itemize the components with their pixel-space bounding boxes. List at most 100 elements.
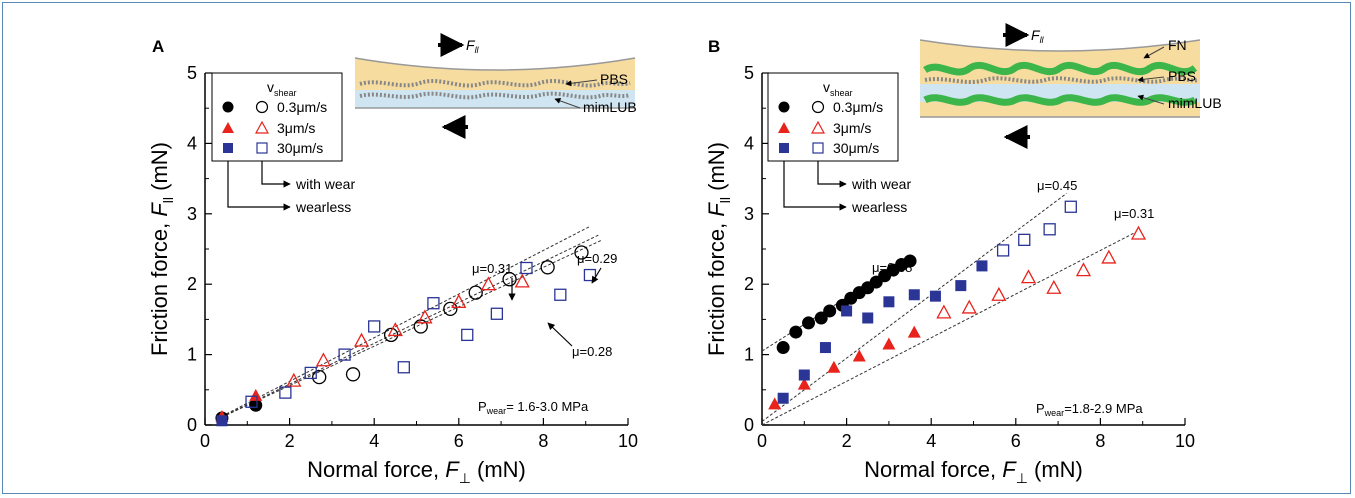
y-tick-label: 0 [744, 415, 754, 435]
data-point [216, 415, 228, 427]
data-point [798, 369, 810, 381]
legend: vshear 0.3μm/s 3μm/s 30μm/s with wear we… [767, 72, 911, 215]
data-point [1101, 249, 1117, 264]
legend-marker-triangle-filled [222, 122, 234, 133]
legend-entry: 30μm/s [833, 140, 879, 156]
wearless-arrow [227, 161, 291, 211]
data-point [907, 325, 921, 338]
data-point [802, 316, 816, 330]
pointer-mimlub [1137, 94, 1165, 105]
y-axis-label: Friction force, Fll (mN) [704, 142, 733, 356]
data-point [312, 369, 327, 385]
data-point [929, 290, 941, 302]
lubricant-molecules-top [359, 78, 631, 88]
data-point [353, 332, 370, 347]
x-tick-label: 8 [538, 431, 548, 451]
x-tick-label: 2 [842, 431, 852, 451]
data-point [304, 366, 317, 380]
data-point [908, 289, 920, 301]
data-point [427, 297, 440, 310]
data-point [936, 304, 952, 319]
legend-marker-circle-filled [778, 101, 790, 113]
x-tick-label: 6 [454, 431, 464, 451]
data-point [841, 305, 853, 317]
panel-b: B Fll FN PBS mimLUB 0 2 4 6 8 10 0 1 2 3 4 5 Normal … [704, 23, 1222, 486]
data-point [1020, 269, 1037, 284]
data-point [315, 352, 332, 367]
data-point [797, 377, 811, 390]
legend-marker-circle-filled [222, 101, 234, 113]
data-point [514, 273, 530, 288]
mu-arrow-028 [547, 322, 573, 347]
data-point [286, 372, 302, 387]
y-tick-label: 4 [187, 133, 197, 153]
fit-line [761, 192, 1067, 422]
data-point [1043, 223, 1056, 236]
data-point [1018, 233, 1031, 246]
data-point [490, 307, 504, 320]
data-point [338, 348, 351, 361]
pointer-pbs [1137, 76, 1165, 83]
data-point [249, 398, 263, 412]
data-point [417, 309, 433, 324]
y-tick-label: 3 [744, 204, 754, 224]
legend: vshear 0.3μm/s 3μm/s 30μm/s with wear we… [211, 72, 355, 215]
data-point [991, 286, 1007, 301]
data-point [574, 245, 589, 260]
panel-a: A Fll PBS mimLUB 0 2 4 6 8 10 0 1 2 3 4 5 Normal for… [147, 33, 638, 486]
data-point [961, 299, 977, 314]
data-point [862, 312, 874, 324]
data-point [502, 272, 517, 287]
plot-area: 0 2 4 6 8 10 0 1 2 3 4 5 Normal force, F⊥ (mN) Fricti… [704, 63, 1195, 486]
fit-line [221, 225, 591, 417]
data-point [789, 325, 803, 339]
legend-marker-circle-open [255, 100, 269, 114]
data-point [540, 260, 555, 275]
surface-top [919, 39, 1201, 52]
data-point [583, 268, 597, 282]
pbs-top-layer [355, 58, 635, 100]
data-point [387, 322, 403, 337]
legend-marker-square-filled [223, 143, 233, 153]
legend-marker-square-open [256, 142, 268, 154]
data-point [413, 319, 428, 334]
y-tick-label: 3 [187, 204, 197, 224]
mu-label: μ=0.31 [472, 261, 512, 276]
legend-entry: 0.3μm/s [833, 99, 883, 115]
pbs-bottom-layer [920, 102, 1200, 117]
x-tick-label: 4 [369, 431, 379, 451]
y-axis-label: Friction force, Fll (mN) [147, 142, 176, 356]
pointer-fn [1143, 46, 1165, 59]
pointer-pbs [565, 79, 598, 87]
legend-marker-square-open [812, 142, 824, 154]
mu-arrow-029 [591, 267, 602, 284]
data-point [976, 260, 988, 272]
data-point [768, 397, 782, 410]
legend-marker-circle-open [811, 100, 825, 114]
inset-label-mimlub: mimLUB [1168, 95, 1222, 111]
pointer-mimlub [554, 98, 581, 109]
inset-label-fn: FN [1168, 37, 1187, 53]
data-point [777, 392, 789, 404]
mu-label: μ=0.31 [1114, 206, 1154, 221]
panel-label: A [152, 37, 164, 56]
panel-label: B [708, 37, 720, 56]
legend-with-wear: with wear [295, 176, 355, 192]
mu-label: μ=0.38 [872, 260, 912, 275]
legend-title: vshear [267, 79, 297, 98]
x-tick-label: 2 [285, 431, 295, 451]
legend-with-wear: with wear [851, 176, 911, 192]
y-tick-label: 5 [187, 63, 197, 83]
x-tick-label: 6 [1011, 431, 1021, 451]
y-tick-label: 2 [744, 274, 754, 294]
wear-note: Pwear= 1.6-3.0 MPa [478, 399, 589, 416]
data-point [1046, 279, 1062, 294]
data-point [955, 280, 967, 292]
lubricant-molecules-bottom [359, 91, 631, 100]
legend-marker-square-filled [779, 143, 789, 153]
legend-marker-triangle-open [254, 120, 270, 134]
inset-diagram: Fll PBS mimLUB [354, 33, 637, 139]
data-point [827, 360, 841, 373]
data-point [1075, 262, 1092, 277]
